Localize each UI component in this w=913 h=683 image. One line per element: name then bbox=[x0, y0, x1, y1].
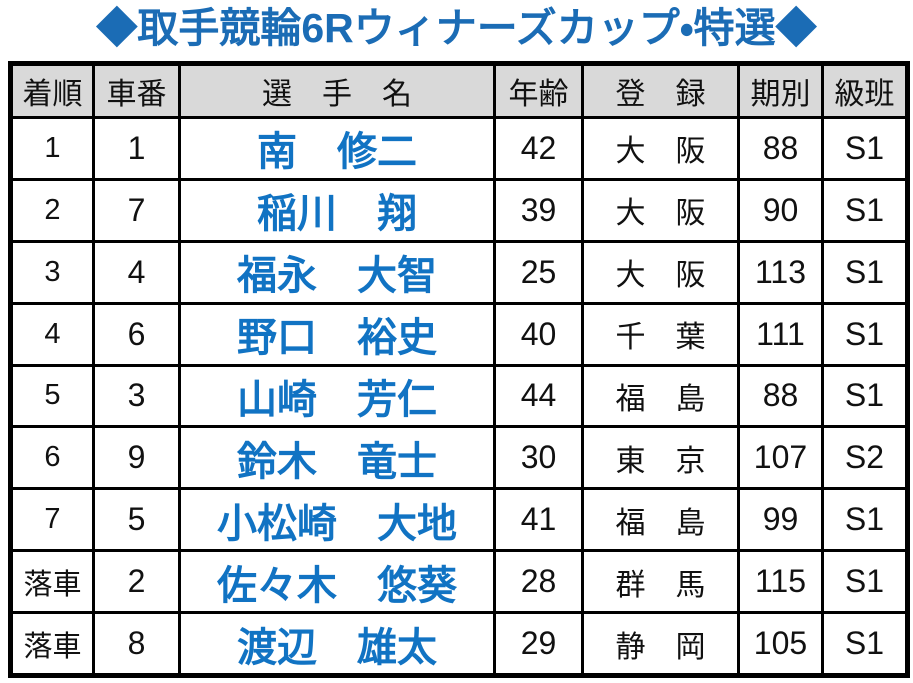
class-cell: S1 bbox=[821, 177, 909, 243]
registration-cell: 群 馬 bbox=[581, 549, 740, 614]
period-cell: 111 bbox=[737, 301, 824, 367]
racer-name-cell: 稲川 翔 bbox=[178, 177, 496, 243]
class-cell: S1 bbox=[821, 549, 909, 614]
period-cell: 105 bbox=[737, 611, 824, 677]
racer-name-cell: 野口 裕史 bbox=[178, 301, 496, 367]
col-header-racer-name: 選 手 名 bbox=[178, 62, 496, 119]
period-cell: 115 bbox=[737, 549, 824, 614]
col-header-class: 級班 bbox=[821, 62, 909, 119]
registration-cell: 福 島 bbox=[581, 487, 740, 553]
rank-cell: 落車 bbox=[9, 611, 95, 677]
table-row: 落車 8 渡辺 雄太 29 静 岡 105 S1 bbox=[9, 611, 909, 677]
rank-cell: 2 bbox=[9, 177, 95, 243]
car-number-cell: 6 bbox=[92, 301, 181, 367]
racer-name-cell: 鈴木 竜士 bbox=[178, 425, 496, 491]
table-row: 7 5 小松崎 大地 41 福 島 99 S1 bbox=[9, 487, 909, 553]
class-cell: S1 bbox=[821, 611, 909, 677]
car-number-cell: 9 bbox=[92, 425, 181, 491]
car-number-cell: 4 bbox=[92, 239, 181, 305]
rank-cell: 7 bbox=[9, 487, 95, 553]
rank-cell: 3 bbox=[9, 239, 95, 305]
period-cell: 113 bbox=[737, 239, 824, 305]
period-cell: 107 bbox=[737, 425, 824, 491]
table-row: 落車 2 佐々木 悠葵 28 群 馬 115 S1 bbox=[9, 549, 909, 614]
age-cell: 40 bbox=[493, 301, 584, 367]
class-cell: S2 bbox=[821, 425, 909, 491]
period-cell: 88 bbox=[737, 116, 824, 181]
table-row: 6 9 鈴木 竜士 30 東 京 107 S2 bbox=[9, 425, 909, 491]
age-cell: 39 bbox=[493, 177, 584, 243]
age-cell: 41 bbox=[493, 487, 584, 553]
registration-cell: 東 京 bbox=[581, 425, 740, 491]
car-number-cell: 5 bbox=[92, 487, 181, 553]
registration-cell: 大 阪 bbox=[581, 239, 740, 305]
age-cell: 30 bbox=[493, 425, 584, 491]
rank-cell: 1 bbox=[9, 116, 95, 181]
car-number-cell: 2 bbox=[92, 549, 181, 614]
rank-cell: 落車 bbox=[9, 549, 95, 614]
table-header-row: 着順 車番 選 手 名 年齢 登 録 期別 級班 bbox=[9, 62, 909, 119]
class-cell: S1 bbox=[821, 487, 909, 553]
class-cell: S1 bbox=[821, 239, 909, 305]
racer-name-cell: 南 修二 bbox=[178, 116, 496, 181]
table-row: 4 6 野口 裕史 40 千 葉 111 S1 bbox=[9, 301, 909, 367]
racer-name-cell: 山崎 芳仁 bbox=[178, 363, 496, 429]
registration-cell: 静 岡 bbox=[581, 611, 740, 677]
table-row: 3 4 福永 大智 25 大 阪 113 S1 bbox=[9, 239, 909, 305]
car-number-cell: 1 bbox=[92, 116, 181, 181]
car-number-cell: 7 bbox=[92, 177, 181, 243]
class-cell: S1 bbox=[821, 116, 909, 181]
registration-cell: 大 阪 bbox=[581, 177, 740, 243]
car-number-cell: 3 bbox=[92, 363, 181, 429]
registration-cell: 大 阪 bbox=[581, 116, 740, 181]
rank-cell: 5 bbox=[9, 363, 95, 429]
registration-cell: 千 葉 bbox=[581, 301, 740, 367]
rank-cell: 4 bbox=[9, 301, 95, 367]
page-title: ◆取手競輪6Rウィナーズカップ・特選◆ bbox=[96, 5, 817, 51]
col-header-car-number: 車番 bbox=[92, 62, 181, 119]
period-cell: 90 bbox=[737, 177, 824, 243]
col-header-registration: 登 録 bbox=[581, 62, 740, 119]
age-cell: 44 bbox=[493, 363, 584, 429]
period-cell: 88 bbox=[737, 363, 824, 429]
age-cell: 42 bbox=[493, 116, 584, 181]
rank-cell: 6 bbox=[9, 425, 95, 491]
car-number-cell: 8 bbox=[92, 611, 181, 677]
col-header-age: 年齢 bbox=[493, 62, 584, 119]
racer-name-cell: 福永 大智 bbox=[178, 239, 496, 305]
table-row: 5 3 山崎 芳仁 44 福 島 88 S1 bbox=[9, 363, 909, 429]
racer-name-cell: 佐々木 悠葵 bbox=[178, 549, 496, 614]
class-cell: S1 bbox=[821, 301, 909, 367]
col-header-period: 期別 bbox=[737, 62, 824, 119]
age-cell: 25 bbox=[493, 239, 584, 305]
registration-cell: 福 島 bbox=[581, 363, 740, 429]
age-cell: 29 bbox=[493, 611, 584, 677]
col-header-rank: 着順 bbox=[9, 62, 95, 119]
racer-name-cell: 小松崎 大地 bbox=[178, 487, 496, 553]
racer-name-cell: 渡辺 雄太 bbox=[178, 611, 496, 677]
period-cell: 99 bbox=[737, 487, 824, 553]
age-cell: 28 bbox=[493, 549, 584, 614]
class-cell: S1 bbox=[821, 363, 909, 429]
table-row: 2 7 稲川 翔 39 大 阪 90 S1 bbox=[9, 177, 909, 243]
